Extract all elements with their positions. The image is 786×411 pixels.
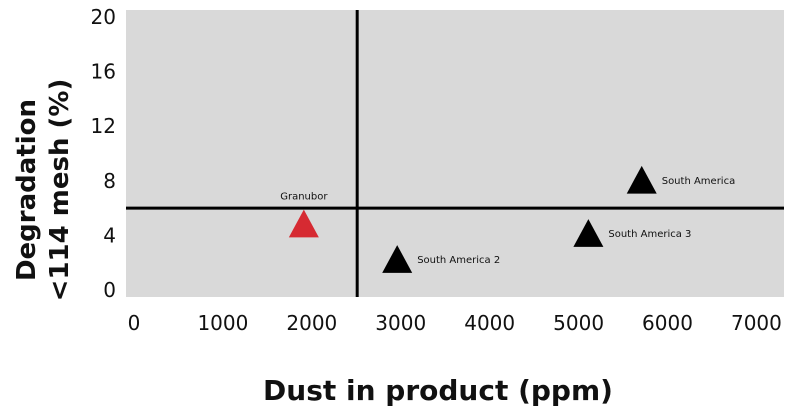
y-axis-title: Degradation <114 mesh (%) (12, 79, 75, 302)
x-tick-label: 5000 (553, 311, 604, 335)
data-point-triangle (626, 165, 657, 194)
x-tick-label: 2000 (286, 311, 337, 335)
x-axis-title: Dust in product (ppm) (263, 374, 613, 407)
x-tick-labels: 0 1000 2000 3000 4000 5000 6000 7000 (128, 311, 782, 335)
x-tick-label: 0 (128, 311, 141, 335)
x-tick-label: 1000 (197, 311, 248, 335)
reference-lines (126, 10, 784, 297)
x-tick-label: 4000 (464, 311, 515, 335)
y-tick-label: 16 (91, 60, 116, 84)
point-label: South America (662, 176, 736, 187)
data-point-triangle (382, 245, 413, 273)
y-tick-label: 0 (103, 278, 116, 302)
x-tick-label: 3000 (375, 311, 426, 335)
point-label: South America 2 (417, 255, 500, 266)
point-label: Granubor (280, 192, 328, 203)
y-tick-label: 4 (103, 224, 116, 248)
y-axis-title-line-2: <114 mesh (%) (45, 79, 75, 302)
y-tick-label: 8 (103, 169, 116, 193)
y-tick-labels: 0 4 8 12 16 20 (91, 5, 116, 302)
point-labels: Granubor South America 2 South America 3 So… (280, 176, 735, 266)
y-axis-title-line-1: Degradation (12, 99, 42, 281)
data-point-triangle (288, 209, 319, 238)
x-tick-label: 7000 (731, 311, 782, 335)
x-tick-label: 6000 (642, 311, 693, 335)
y-tick-label: 20 (91, 5, 116, 29)
y-tick-label: 12 (91, 114, 116, 138)
point-label: South America 3 (608, 229, 691, 240)
data-points (288, 165, 657, 273)
data-point-triangle (573, 219, 604, 247)
plot-area (126, 10, 784, 297)
